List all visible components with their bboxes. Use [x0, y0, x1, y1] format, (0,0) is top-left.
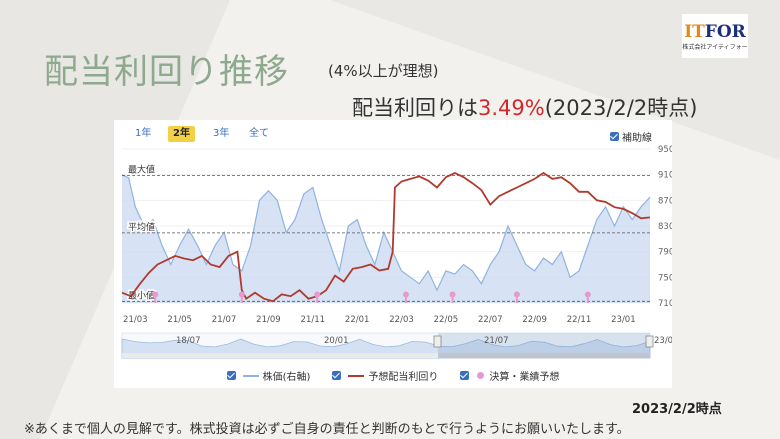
navigator-scrollbar-thumb	[438, 353, 650, 358]
right-axis-tick-label: 910	[658, 171, 672, 181]
navigator-scrollbar-track	[122, 353, 650, 358]
x-axis-tick-label: 22/03	[389, 315, 414, 325]
legend-stock[interactable]: 株価(右軸)	[226, 368, 311, 383]
x-axis-tick-label: 22/11	[567, 315, 592, 325]
navigator-label: 23/01	[654, 336, 672, 346]
chart-legend: 株価(右軸) 予想配当利回り 決算・業績予想	[114, 368, 672, 383]
x-axis-tick-label: 21/09	[256, 315, 281, 325]
right-axis-tick-label: 870	[658, 196, 672, 206]
earnings-marker	[449, 291, 456, 298]
legend-yield-label: 予想配当利回り	[368, 372, 439, 383]
legend-stock-swatch	[242, 374, 259, 377]
navigator-label: 21/07	[484, 336, 509, 346]
x-axis-tick-label: 22/09	[522, 315, 547, 325]
headline-suffix: (2023/2/2時点)	[544, 96, 698, 120]
earnings-marker	[402, 291, 409, 298]
stock-price-line	[121, 174, 651, 292]
reference-line-label: 平均値	[128, 221, 155, 233]
checkbox-icon	[610, 132, 619, 141]
checkbox-icon	[460, 371, 470, 380]
earnings-marker	[513, 291, 520, 298]
legend-earnings[interactable]: 決算・業績予想	[460, 368, 559, 383]
legend-yield[interactable]: 予想配当利回り	[332, 368, 438, 383]
range-button-1y[interactable]: 1年	[135, 128, 152, 139]
logo-brand-rest: FOR	[704, 22, 746, 42]
x-axis-tick-label: 21/11	[301, 315, 326, 325]
disclaimer: ※あくまで個人の見解です。株式投資は必ずご自身の責任と判断のもとで行うようにお願…	[24, 422, 630, 437]
legend-stock-label: 株価(右軸)	[262, 372, 311, 383]
right-axis-tick-label: 710	[658, 299, 672, 309]
yield-chart: 4.343.73.43.12.82.5950910870830790750710…	[121, 145, 672, 359]
range-button-all[interactable]: 全て	[249, 128, 269, 139]
stock-price-area	[122, 174, 650, 303]
aux-lines-label: 補助線	[622, 133, 652, 144]
logo-brand: ITFOR	[682, 20, 748, 44]
range-button-2y[interactable]: 2年	[168, 126, 195, 142]
right-axis-tick-label: 830	[658, 222, 672, 232]
page-title: 配当利回り推移	[44, 52, 289, 92]
logo-tagline: 株式会社アイティフォー	[682, 44, 748, 51]
headline-yield-value: 3.49%	[478, 96, 545, 120]
yield-line	[121, 171, 651, 303]
company-logo: ITFOR 株式会社アイティフォー	[682, 14, 748, 58]
x-axis-tick-label: 21/07	[212, 315, 237, 325]
navigator-label: 20/01	[324, 336, 349, 346]
earnings-marker	[314, 291, 321, 298]
navigator-handle-right	[645, 335, 654, 348]
legend-yield-swatch	[348, 374, 365, 377]
earnings-marker	[238, 291, 245, 298]
right-axis-tick-label: 750	[658, 273, 672, 283]
navigator-label: 18/07	[176, 336, 201, 346]
x-axis-tick-label: 23/01	[611, 315, 636, 325]
right-axis-tick-label: 790	[658, 248, 672, 258]
navigator-handle-left	[433, 335, 442, 348]
checkbox-icon	[332, 371, 342, 380]
as-of-date: 2023/2/2時点	[632, 402, 722, 417]
chart-panel: 1年 2年 3年 全て 補助線 4.343.73.43.12.82.595091…	[114, 120, 672, 388]
legend-earnings-swatch	[477, 372, 485, 379]
right-axis-tick-label: 950	[658, 145, 672, 155]
x-axis-tick-label: 22/01	[345, 315, 370, 325]
aux-lines-toggle[interactable]: 補助線	[610, 129, 652, 144]
yield-headline: 配当利回りは3.49%(2023/2/2時点)	[352, 92, 697, 122]
earnings-marker	[584, 291, 591, 298]
x-axis-tick-label: 21/05	[167, 315, 192, 325]
earnings-marker	[152, 291, 159, 298]
x-axis-tick-label: 22/07	[478, 315, 503, 325]
reference-line-label: 最大値	[128, 164, 155, 176]
headline-prefix: 配当利回りは	[352, 96, 478, 120]
x-axis-tick-label: 22/05	[434, 315, 459, 325]
legend-earnings-label: 決算・業績予想	[489, 372, 560, 383]
checkbox-icon	[226, 371, 236, 380]
logo-brand-accent: IT	[684, 22, 705, 42]
range-button-3y[interactable]: 3年	[213, 128, 230, 139]
page-subtitle: (4%以上が理想)	[328, 62, 439, 80]
x-axis-tick-label: 21/03	[123, 315, 148, 325]
